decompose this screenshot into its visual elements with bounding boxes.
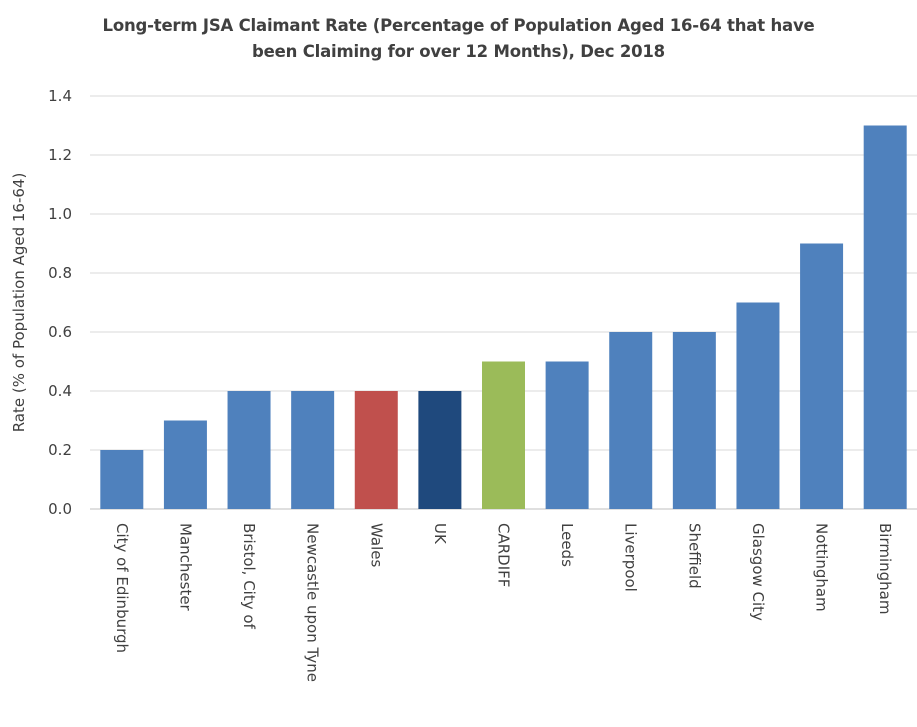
bar (163, 420, 207, 509)
x-tick-label: Wales (367, 523, 385, 567)
y-tick-label: 0.6 (48, 323, 72, 341)
y-axis-title: Rate (% of Population Aged 16-64) (10, 173, 28, 433)
bar (100, 450, 144, 509)
bar (736, 302, 780, 509)
x-tick-label: City of Edinburgh (113, 523, 131, 653)
bar (609, 332, 653, 509)
bar (418, 391, 462, 509)
x-tick-label: Leeds (558, 523, 576, 567)
x-tick-label: Manchester (176, 523, 194, 612)
bar (482, 361, 525, 509)
x-tick-label: Liverpool (622, 523, 640, 592)
y-tick-label: 1.4 (48, 87, 72, 105)
y-tick-label: 0.0 (48, 500, 72, 518)
chart-title-line-1: Long-term JSA Claimant Rate (Percentage … (102, 16, 815, 35)
chart-title-line-2: been Claiming for over 12 Months), Dec 2… (252, 42, 665, 61)
bar (863, 125, 907, 509)
y-tick-label: 0.8 (48, 264, 72, 282)
x-tick-label: Newcastle upon Tyne (304, 523, 322, 682)
bar (227, 391, 271, 509)
x-tick-label: CARDIFF (495, 523, 513, 587)
x-tick-label: Glasgow City (749, 523, 767, 621)
bar (545, 361, 589, 509)
bar (672, 332, 716, 509)
x-tick-label: Bristol, City of (240, 523, 258, 630)
y-tick-label: 0.2 (48, 441, 72, 459)
bar (800, 243, 844, 509)
y-tick-label: 1.2 (48, 146, 72, 164)
x-tick-label: Sheffield (685, 523, 703, 589)
x-tick-label: UK (431, 523, 449, 545)
bar (354, 391, 398, 509)
x-tick-label: Nottingham (813, 523, 831, 612)
y-tick-label: 0.4 (48, 382, 72, 400)
bar (291, 391, 335, 509)
y-tick-label: 1.0 (48, 205, 72, 223)
x-tick-label: Birmingham (876, 523, 894, 614)
